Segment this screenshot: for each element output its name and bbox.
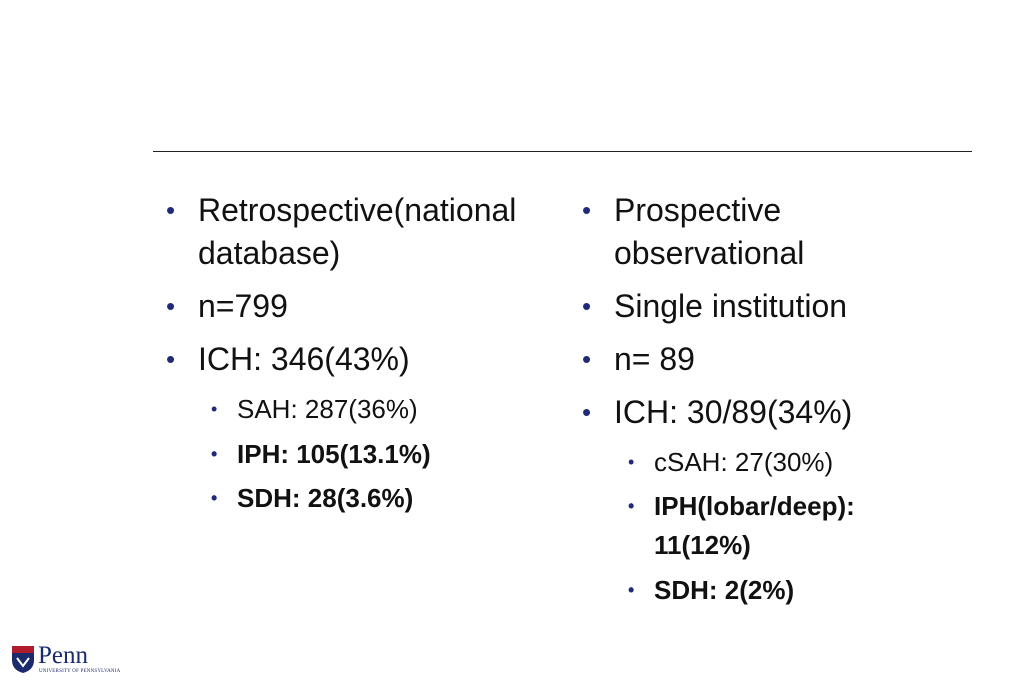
item-text: SDH: 28(3.6%): [237, 483, 414, 513]
item-text: IPH: 105(13.1%): [237, 439, 431, 469]
sub-item: • SDH: 2(2%): [628, 575, 795, 605]
sub-item: • SAH: 287(36%): [211, 394, 418, 424]
sub-item: • IPH: 105(13.1%): [211, 439, 431, 469]
logo-subtitle: University of Pennsylvania: [39, 669, 121, 674]
title-rule: [153, 151, 972, 152]
bullet-item: • ICH: 30/89(34%): [582, 394, 853, 430]
bullet-item: • Prospective observational: [582, 192, 805, 271]
item-text: IPH(lobar/deep): 11(12%): [654, 491, 855, 560]
logo-name: Penn: [38, 642, 88, 669]
item-text: Retrospective(national database): [198, 192, 517, 271]
item-text: Prospective observational: [614, 192, 805, 271]
sub-item: • IPH(lobar/deep): 11(12%): [628, 491, 855, 560]
item-text: ICH: 346(43%): [198, 341, 410, 377]
sub-item: • SDH: 28(3.6%): [211, 483, 414, 513]
item-text: n= 89: [614, 341, 695, 377]
bullet-item: • n=799: [166, 288, 288, 324]
bullet-item: • Single institution: [582, 288, 848, 324]
item-text: SDH: 2(2%): [654, 575, 795, 605]
logo-shield: [12, 646, 34, 673]
bullet-item: • ICH: 346(43%): [166, 341, 410, 377]
bullet-item: • n= 89: [582, 341, 695, 377]
item-text: Single institution: [614, 288, 848, 324]
sub-item: • cSAH: 27(30%): [628, 447, 834, 477]
item-text: n=799: [198, 288, 288, 324]
item-text: SAH: 287(36%): [237, 394, 418, 424]
item-text: cSAH: 27(30%): [654, 447, 834, 477]
item-text: ICH: 30/89(34%): [614, 394, 853, 430]
bullet-item: • Retrospective(national database): [166, 192, 517, 271]
